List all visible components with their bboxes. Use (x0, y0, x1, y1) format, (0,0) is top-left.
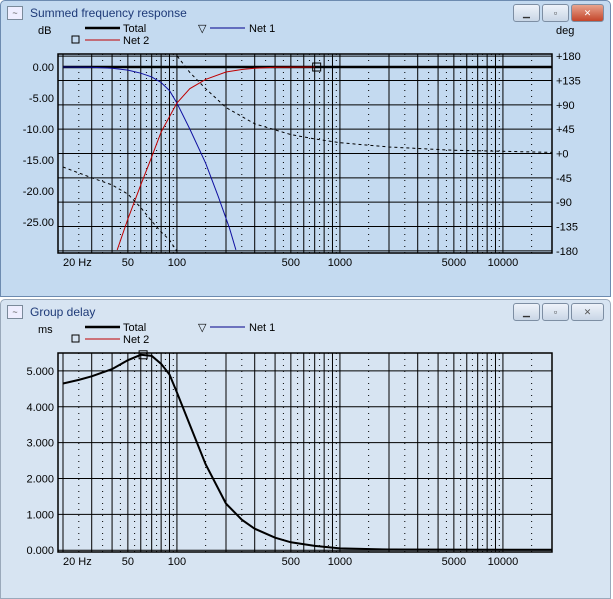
window-title: Summed frequency response (30, 6, 187, 20)
frequency-response-chart[interactable]: 0.00 -5.00 -10.00 -15.00 -20.00 -25.00 +180 +13… (0, 0, 613, 300)
series-net-2 (116, 66, 315, 251)
legend-marker-net2 (71, 35, 80, 44)
x-tick-label: 5000 (442, 257, 466, 269)
series-phase (176, 55, 553, 153)
plot-frame (57, 352, 553, 553)
x-tick-label: 1000 (328, 556, 352, 568)
y2-tick-label: +0 (556, 149, 569, 161)
x-tick-label: 100 (168, 556, 186, 568)
close-button[interactable]: ✕ (571, 4, 604, 22)
y-tick-label: 0.000 (26, 545, 54, 557)
frequency-response-window: ~ Summed frequency response ▁ ▫ ✕ (0, 0, 611, 297)
legend-marker-net1: ▽ (198, 322, 207, 334)
y2-tick-label: -180 (556, 246, 578, 258)
y2-tick-label: +45 (556, 124, 575, 136)
legend-label-net2: Net 2 (123, 35, 149, 47)
y-tick-label: 0.00 (33, 62, 54, 74)
y-axis-label: dB (38, 25, 51, 37)
y2-tick-label: -135 (556, 222, 578, 234)
legend-marker-net1: ▽ (198, 23, 207, 35)
x-tick-label: 10000 (488, 556, 519, 568)
plot-frame (57, 53, 553, 254)
x-tick-label: 500 (282, 257, 300, 269)
chart-window-icon[interactable]: ~ (7, 305, 23, 319)
close-button[interactable]: ✕ (571, 303, 604, 321)
y2-tick-label: +180 (556, 51, 581, 63)
y2-tick-label: +135 (556, 75, 581, 87)
legend-label-net1: Net 1 (249, 322, 275, 334)
y-tick-label: -10.00 (23, 124, 54, 136)
legend-label-net2: Net 2 (123, 334, 149, 346)
title-bar[interactable]: ~ Group delay ▁ ▫ ✕ (1, 300, 610, 324)
series-total (62, 353, 553, 551)
legend-label-total: Total (123, 322, 146, 334)
x-tick-label: 20 Hz (63, 556, 92, 568)
x-tick-label: 5000 (442, 556, 466, 568)
title-bar[interactable]: ~ Summed frequency response ▁ ▫ ✕ (1, 1, 610, 25)
y-tick-label: 5.000 (26, 366, 54, 378)
y-tick-label: -15.00 (23, 155, 54, 167)
restore-button[interactable]: ▫ (542, 303, 569, 321)
y-tick-label: 3.000 (26, 438, 54, 450)
y2-tick-label: +90 (556, 100, 575, 112)
window-title: Group delay (30, 305, 96, 319)
group-delay-window: ~ Group delay ▁ ▫ ✕ (0, 299, 611, 599)
x-tick-label: 10000 (488, 257, 519, 269)
y-tick-label: -25.00 (23, 217, 54, 229)
y-tick-label: 2.000 (26, 473, 54, 485)
series-net-1 (62, 66, 237, 251)
minimize-button[interactable]: ▁ (513, 303, 540, 321)
x-tick-label: 1000 (328, 257, 352, 269)
x-tick-label: 500 (282, 556, 300, 568)
restore-button[interactable]: ▫ (542, 4, 569, 22)
y2-axis-label: deg (556, 25, 574, 37)
group-delay-chart[interactable]: 5.000 4.000 3.000 2.000 1.000 0.000 20 Hz 50 100… (0, 299, 613, 599)
x-tick-label: 20 Hz (63, 257, 92, 269)
y2-tick-label: -90 (556, 197, 572, 209)
chart-window-icon[interactable]: ~ (7, 6, 23, 20)
legend-marker-net2 (71, 334, 80, 343)
x-tick-label: 50 (122, 257, 134, 269)
x-tick-label: 50 (122, 556, 134, 568)
minimize-button[interactable]: ▁ (513, 4, 540, 22)
cursor-marker (312, 62, 322, 72)
legend-label-total: Total (123, 23, 146, 35)
cursor-marker (138, 350, 148, 360)
y-tick-label: 1.000 (26, 509, 54, 521)
y-tick-label: -5.00 (29, 93, 54, 105)
y-axis-label: ms (38, 324, 53, 336)
y2-tick-label: -45 (556, 173, 572, 185)
x-tick-label: 100 (168, 257, 186, 269)
series-phase (62, 166, 178, 252)
y-tick-label: 4.000 (26, 402, 54, 414)
legend-label-net1: Net 1 (249, 23, 275, 35)
y-tick-label: -20.00 (23, 186, 54, 198)
